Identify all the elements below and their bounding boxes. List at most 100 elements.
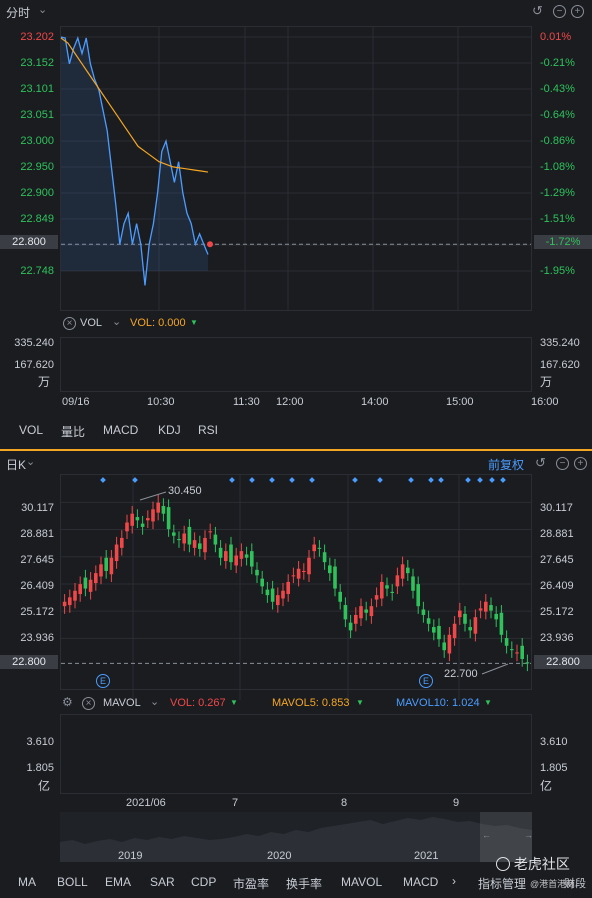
vol-tick: 167.620	[14, 359, 54, 371]
candle-body	[307, 557, 311, 575]
candle-body	[281, 590, 285, 599]
candle-body	[369, 606, 374, 617]
tab-kdj[interactable]: KDJ	[158, 423, 181, 437]
tab-macd[interactable]: MACD	[103, 423, 139, 437]
candle-body	[198, 543, 202, 549]
candle-body	[385, 585, 389, 589]
intraday-vol-label[interactable]: VOL	[80, 317, 103, 329]
candle-body	[322, 552, 327, 563]
vol-unit: 亿	[540, 779, 553, 793]
event-dot	[489, 477, 495, 483]
range-navigator-sparkline	[60, 817, 532, 862]
event-dot	[500, 477, 506, 483]
candle-body	[395, 575, 400, 587]
vol-tick: 335.240	[14, 337, 54, 349]
triangle-down-icon: ▼	[230, 698, 238, 707]
current-price-tag: 22.800	[0, 235, 58, 249]
settings-icon[interactable]: ⚙	[62, 695, 73, 709]
candle-body	[234, 555, 238, 566]
candle-body	[73, 590, 77, 601]
tab-vol[interactable]: VOL	[19, 423, 44, 437]
adjust-button[interactable]: 前复权	[488, 458, 525, 472]
daily-title[interactable]: 日K	[6, 458, 27, 472]
candle-body	[260, 578, 264, 587]
zoom-out-icon[interactable]: −	[553, 5, 566, 18]
candle-body	[302, 570, 306, 573]
corner-label[interactable]: 财段	[564, 878, 586, 890]
price-area	[61, 37, 208, 286]
event-dot	[352, 477, 358, 483]
candle-body	[182, 533, 186, 544]
intraday-title[interactable]: 分时	[6, 6, 31, 20]
close-indicator-icon[interactable]: ×	[82, 697, 95, 710]
chevron-down-icon[interactable]: ⌄	[26, 456, 36, 468]
zoom-out-icon[interactable]: −	[556, 457, 569, 470]
high-connector	[139, 491, 167, 501]
time-label: 15:00	[446, 396, 474, 408]
intraday-price-chart[interactable]	[0, 0, 592, 320]
low-connector	[481, 663, 509, 675]
candle-body	[296, 568, 301, 579]
zoom-in-icon[interactable]: +	[574, 457, 587, 470]
current-price-dot	[207, 241, 213, 248]
time-label: 14:00	[361, 396, 389, 408]
tab-ema[interactable]: EMA	[105, 875, 132, 889]
mavol10-value: MAVOL10: 1.024	[396, 697, 480, 709]
drag-right-icon[interactable]: →	[524, 830, 533, 840]
price-tick: 25.172	[20, 606, 54, 618]
chevron-down-icon[interactable]: ⌄	[38, 4, 48, 16]
candle-body	[83, 577, 88, 589]
daily-chart-frame[interactable]	[60, 474, 532, 690]
vol-unit: 亿	[38, 779, 51, 793]
price-tick: 28.881	[20, 528, 54, 540]
date-label: 7	[232, 797, 239, 809]
tab-rsi[interactable]: RSI	[198, 423, 219, 437]
candle-body	[68, 597, 72, 606]
tab-turnover[interactable]: 换手率	[286, 877, 323, 891]
vol-tick: 167.620	[540, 359, 580, 371]
candle-body	[312, 544, 316, 552]
candle-body	[172, 532, 176, 536]
event-dot	[309, 477, 315, 483]
chevron-right-icon[interactable]: ›	[452, 874, 456, 888]
chevron-down-icon[interactable]: ⌄	[150, 696, 160, 708]
overview-area	[60, 817, 532, 862]
tab-cdp[interactable]: CDP	[191, 875, 217, 889]
event-marker-icon[interactable]: E	[96, 674, 110, 688]
reset-icon[interactable]: ↺	[532, 3, 543, 18]
price-tick: 23.936	[20, 632, 54, 644]
candle-body	[62, 601, 67, 607]
triangle-down-icon: ▼	[356, 698, 364, 707]
indicator-manage-button[interactable]: 指标管理	[478, 877, 527, 891]
tab-macd[interactable]: MACD	[403, 875, 439, 889]
pct-tick: -0.43%	[540, 83, 575, 95]
intraday-chart-frame[interactable]	[60, 26, 532, 311]
range-window-handle[interactable]	[480, 812, 532, 862]
candle-body	[265, 589, 270, 596]
event-marker-icon[interactable]: E	[419, 674, 433, 688]
candle-body	[499, 612, 504, 635]
tab-pe-ratio[interactable]: 市盈率	[233, 877, 270, 891]
event-dot	[428, 477, 434, 483]
candle-body	[104, 557, 108, 571]
tab-ma[interactable]: MA	[18, 875, 36, 889]
drag-left-icon[interactable]: ←	[482, 830, 491, 840]
close-indicator-icon[interactable]: ×	[63, 317, 76, 330]
tab-volume-ratio[interactable]: 量比	[61, 425, 86, 439]
tab-mavol[interactable]: MAVOL	[341, 875, 383, 889]
candle-body	[463, 613, 467, 624]
candle-body	[416, 584, 420, 607]
mavol-label[interactable]: MAVOL	[103, 697, 141, 709]
tab-boll[interactable]: BOLL	[57, 875, 88, 889]
tab-sar[interactable]: SAR	[150, 875, 175, 889]
daily-candlestick-chart[interactable]	[0, 0, 592, 700]
pct-tick: -0.64%	[540, 109, 575, 121]
event-dot	[408, 477, 414, 483]
chevron-down-icon[interactable]: ⌄	[112, 316, 122, 328]
mavol5-value: MAVOL5: 0.853	[272, 697, 350, 709]
date-label: 2021/06	[126, 797, 166, 809]
price-tick: 23.202	[20, 31, 54, 43]
price-tick: 25.172	[540, 606, 574, 618]
zoom-in-icon[interactable]: +	[571, 5, 584, 18]
reset-icon[interactable]: ↺	[535, 455, 546, 470]
